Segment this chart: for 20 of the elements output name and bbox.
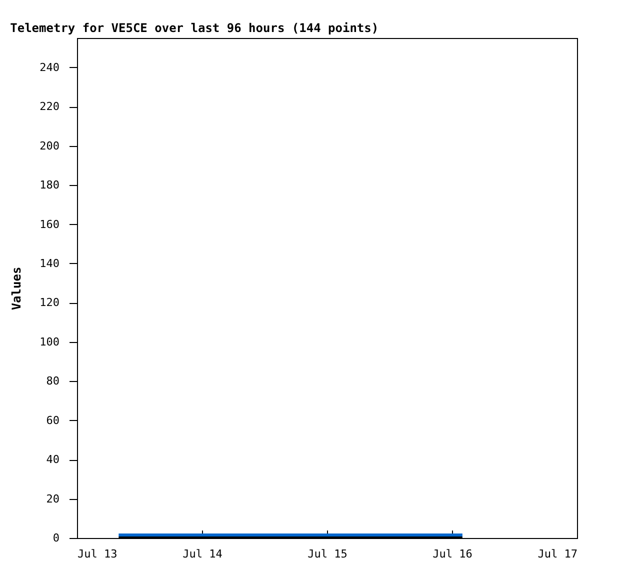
y-tick-label: 120: [40, 296, 60, 310]
x-tick-label: Jul 16: [432, 548, 472, 560]
y-axis-title: Values: [10, 266, 24, 310]
x-tick-label: Jul 17: [538, 548, 578, 560]
y-tick-label: 20: [46, 492, 60, 506]
y-tick-label: 60: [46, 414, 60, 427]
y-tick-label: 140: [40, 256, 60, 270]
y-tick-label: 180: [40, 178, 60, 192]
y-tick-label: 220: [40, 100, 60, 114]
y-tick-label: 40: [46, 453, 60, 466]
x-tick-label: Jul 14: [182, 548, 223, 560]
y-tick-label: 0: [52, 532, 60, 544]
x-tick-label: Jul 15: [308, 548, 348, 560]
chart-title: Telemetry for VE5CE over last 96 hours (144 points): [10, 21, 379, 35]
y-tick-label: 100: [40, 335, 60, 348]
x-tick-label: Jul 13: [78, 548, 118, 560]
y-tick-label: 80: [46, 374, 60, 388]
y-tick-label: 240: [40, 60, 60, 74]
y-tick-label: 160: [40, 218, 60, 231]
y-tick-label: 200: [40, 139, 60, 152]
